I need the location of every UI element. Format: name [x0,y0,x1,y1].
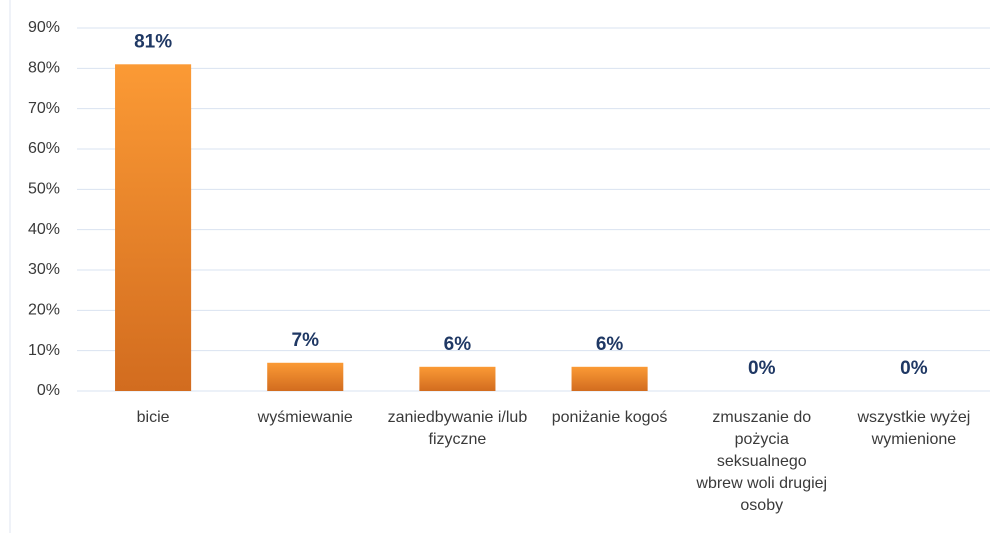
y-tick-label: 60% [28,140,60,157]
y-tick-label: 20% [28,302,60,319]
y-tick-label: 40% [28,221,60,238]
bar [115,64,192,392]
value-label: 6% [596,334,624,355]
bar [419,366,496,391]
y-tick-label: 90% [28,19,60,36]
x-tick-label: bicie [136,409,170,426]
value-label: 0% [748,358,776,379]
y-tick-label: 0% [37,382,60,399]
y-tick-label: 80% [28,60,60,77]
value-label: 0% [900,358,928,379]
x-tick-label: wyśmiewanie [257,409,353,426]
y-tick-label: 70% [28,100,60,117]
x-tick-label: zmuszanie do pożycia seksualnego wbrew w… [696,409,828,514]
value-label: 81% [134,31,172,52]
x-tick-label: poniżanie kogoś [551,409,668,426]
x-tick-label: wszystkie wyżej wymienione [857,409,971,448]
y-tick-label: 10% [28,342,60,359]
bar [571,366,648,391]
x-tick-label: zaniedbywanie i/lub fizyczne [387,409,528,448]
y-tick-label: 50% [28,181,60,198]
bar [267,362,344,391]
value-label: 7% [292,330,320,351]
value-label: 6% [444,334,472,355]
y-tick-label: 30% [28,261,60,278]
